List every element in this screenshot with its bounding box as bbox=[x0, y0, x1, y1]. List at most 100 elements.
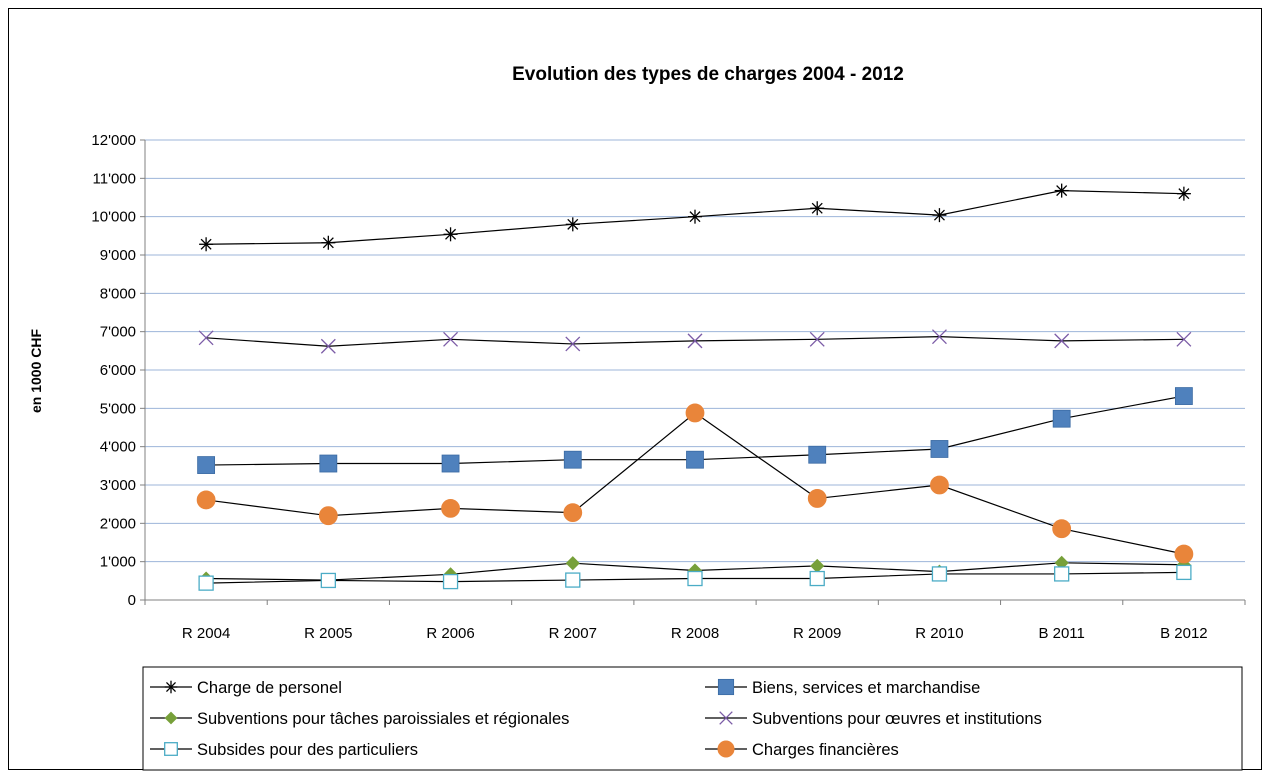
data-point bbox=[565, 336, 581, 352]
data-point bbox=[198, 330, 214, 346]
y-tick-label: 1'000 bbox=[100, 554, 136, 571]
y-tick-label: 4'000 bbox=[100, 439, 136, 456]
chart-title: Evolution des types de charges 2004 - 20… bbox=[512, 64, 904, 85]
x-tick-label: R 2009 bbox=[793, 625, 841, 642]
x-tick-label: R 2007 bbox=[549, 625, 597, 642]
y-tick-label: 12'000 bbox=[91, 132, 136, 149]
legend-label: Subventions pour œuvres et institutions bbox=[752, 710, 1042, 728]
data-point bbox=[164, 711, 178, 725]
legend-label: Subsides pour des particuliers bbox=[197, 741, 418, 759]
x-tick-label: B 2012 bbox=[1160, 625, 1208, 642]
data-point bbox=[1174, 544, 1194, 564]
data-point bbox=[196, 490, 216, 510]
data-point bbox=[442, 573, 459, 590]
data-point bbox=[809, 331, 825, 347]
data-point bbox=[1054, 183, 1069, 198]
data-point bbox=[318, 506, 338, 526]
data-point bbox=[565, 556, 580, 571]
data-point bbox=[1054, 333, 1070, 349]
data-point bbox=[931, 566, 948, 582]
legend-label: Biens, services et marchandise bbox=[752, 679, 980, 697]
y-axis-label: en 1000 CHF bbox=[28, 329, 44, 413]
legend-label: Charge de personel bbox=[197, 679, 342, 697]
data-point bbox=[930, 475, 949, 495]
series-group bbox=[198, 329, 1192, 354]
legend-item: Subventions pour œuvres et institutions bbox=[705, 710, 1042, 728]
y-tick-label: 7'000 bbox=[100, 324, 136, 341]
data-point bbox=[199, 237, 214, 252]
legend-item: Subventions pour tâches paroissiales et … bbox=[150, 710, 569, 728]
x-tick-label: R 2010 bbox=[915, 625, 963, 642]
data-point bbox=[687, 570, 703, 587]
data-point bbox=[1054, 566, 1070, 582]
data-point bbox=[717, 740, 735, 758]
data-point bbox=[688, 209, 702, 224]
y-tick-label: 2'000 bbox=[100, 515, 136, 532]
y-tick-label: 3'000 bbox=[100, 477, 136, 494]
data-point bbox=[443, 227, 458, 242]
data-point bbox=[443, 331, 459, 347]
series-group bbox=[198, 564, 1192, 591]
data-point bbox=[441, 498, 460, 518]
legend-label: Subventions pour tâches paroissiales et … bbox=[197, 710, 569, 728]
data-point bbox=[717, 678, 735, 696]
grid-lines bbox=[145, 139, 1245, 563]
data-point bbox=[1176, 186, 1191, 201]
y-tick-label: 8'000 bbox=[100, 285, 136, 302]
data-point bbox=[719, 711, 733, 725]
data-point bbox=[685, 403, 705, 423]
legend-item: Biens, services et marchandise bbox=[705, 678, 980, 697]
data-point bbox=[1052, 409, 1071, 428]
data-point bbox=[1174, 387, 1193, 405]
series-line bbox=[206, 412, 1185, 555]
data-point bbox=[931, 329, 947, 345]
x-tick-label: R 2005 bbox=[304, 625, 352, 642]
x-tick-label: R 2004 bbox=[182, 625, 230, 642]
chart-frame bbox=[8, 8, 1262, 770]
series bbox=[196, 183, 1194, 591]
data-point bbox=[198, 575, 214, 591]
data-point bbox=[930, 440, 949, 458]
data-point bbox=[932, 208, 947, 223]
data-point bbox=[441, 454, 460, 473]
x-tick-label: B 2011 bbox=[1038, 625, 1084, 642]
data-point bbox=[565, 217, 580, 232]
legend-item: Charges financières bbox=[705, 740, 899, 759]
y-tick-label: 0 bbox=[128, 592, 136, 609]
data-point bbox=[320, 572, 336, 589]
legend-item: Charge de personel bbox=[150, 679, 342, 697]
data-point bbox=[807, 489, 827, 508]
data-point bbox=[563, 450, 582, 469]
y-tick-labels: 0 1'000 2'000 3'000 4'000 5'000 6'000 7'000 8'00… bbox=[91, 132, 136, 609]
y-tick-label: 10'000 bbox=[91, 209, 136, 226]
legend-label: Charges financières bbox=[752, 741, 899, 759]
data-point bbox=[197, 456, 216, 474]
data-point bbox=[1176, 564, 1192, 581]
data-point bbox=[164, 742, 178, 756]
x-tick-label: R 2006 bbox=[426, 625, 474, 642]
legend-entries: Charge de personel Biens, services et mar… bbox=[150, 678, 1042, 759]
data-point bbox=[808, 445, 827, 464]
data-point bbox=[809, 570, 825, 587]
data-point bbox=[320, 338, 336, 354]
data-point bbox=[686, 450, 704, 469]
data-point bbox=[1052, 519, 1072, 539]
data-point bbox=[563, 503, 583, 522]
legend-item: Subsides pour des particuliers bbox=[150, 741, 418, 759]
axes bbox=[140, 139, 1246, 605]
series-group bbox=[199, 183, 1191, 252]
data-point bbox=[1176, 331, 1192, 347]
data-point bbox=[319, 454, 338, 473]
series-group bbox=[196, 403, 1194, 564]
data-point bbox=[810, 201, 825, 216]
y-tick-label: 5'000 bbox=[100, 400, 136, 417]
data-point bbox=[565, 572, 581, 588]
x-tick-labels: R 2004 R 2005 R 2006 R 2007 R 2008 R 2009 R 20… bbox=[182, 625, 1208, 642]
series-group bbox=[197, 387, 1193, 474]
y-tick-label: 11'000 bbox=[93, 170, 136, 187]
data-point bbox=[164, 680, 178, 694]
data-point bbox=[687, 333, 703, 349]
x-tick-label: R 2008 bbox=[671, 625, 719, 642]
y-tick-label: 6'000 bbox=[100, 362, 136, 379]
